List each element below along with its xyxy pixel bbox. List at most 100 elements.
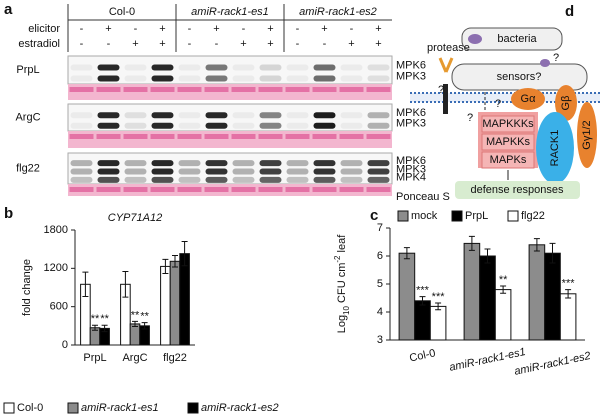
legend-swatch (67, 402, 79, 414)
label: ? (553, 52, 559, 64)
band (151, 168, 174, 175)
ponceau-image (68, 84, 392, 100)
band-label: MPK3 (396, 163, 426, 175)
legend-label: flg22 (521, 210, 545, 222)
blot-image (67, 55, 393, 85)
error-bar (419, 296, 426, 306)
error-bar (500, 285, 507, 294)
x-tick-label: Col-0 (408, 347, 436, 364)
ponceau-band (258, 187, 283, 192)
band (151, 160, 174, 167)
band (124, 168, 147, 175)
ponceau-band (204, 187, 229, 192)
band (178, 168, 201, 175)
band-label: MPK6 (396, 59, 426, 71)
panel-letter: c (370, 207, 378, 224)
row-label: flg22 (16, 162, 40, 174)
band (232, 122, 255, 129)
band (340, 112, 363, 119)
band (97, 176, 120, 183)
band (97, 64, 120, 71)
significance: ** (131, 309, 140, 321)
legend-label: amiR-rack1-es2 (201, 402, 279, 414)
band (97, 168, 120, 175)
band (340, 75, 363, 82)
band (286, 64, 309, 71)
band (286, 176, 309, 183)
error-bar (181, 241, 188, 267)
bar (479, 255, 496, 341)
panel-letter: a (4, 1, 13, 18)
bar (414, 300, 431, 341)
stain-label: Ponceau S (396, 191, 450, 203)
ponceau-band (258, 134, 283, 139)
y-tick-label: 1800 (44, 224, 68, 236)
significance: ** (499, 274, 508, 286)
treatment-sign: + (321, 23, 327, 35)
treatment-sign: - (134, 23, 138, 35)
legend-label: Col-0 (17, 402, 43, 414)
band (70, 112, 93, 119)
genotype-label: Col-0 (109, 6, 135, 18)
ponceau-band (285, 134, 310, 139)
band-label: MPK4 (396, 172, 426, 184)
band (259, 176, 282, 183)
treatment-sign: - (323, 38, 327, 50)
g-beta (555, 85, 577, 121)
band (178, 64, 201, 71)
error-bar (468, 235, 475, 251)
label: Gγ1/2 (581, 120, 593, 149)
error-bar (403, 247, 410, 260)
ponceau-band (204, 134, 229, 139)
band (205, 160, 228, 167)
band (151, 112, 174, 119)
chart-title: CYP71A12 (108, 212, 162, 224)
ponceau-band (312, 187, 337, 192)
ponceau-band (150, 134, 175, 139)
significance: *** (432, 291, 446, 303)
ponceau-band (204, 87, 229, 92)
g-alpha (511, 88, 545, 110)
band (340, 176, 363, 183)
cascade-box (481, 115, 535, 133)
ponceau-band (312, 134, 337, 139)
significance: ** (91, 313, 100, 325)
band-label: MPK6 (396, 107, 426, 119)
legend-swatch (451, 210, 463, 222)
band-label: MPK3 (396, 118, 426, 130)
band (124, 160, 147, 167)
legend-label: amiR-rack1-es1 (81, 402, 159, 414)
treatment-sign: + (132, 38, 138, 50)
rack1 (536, 112, 574, 184)
band (367, 160, 390, 167)
bar (160, 265, 171, 346)
label: sensors? (497, 71, 542, 83)
band (232, 168, 255, 175)
ponceau-band (366, 87, 391, 92)
treatment-sign: + (240, 38, 246, 50)
ponceau-image (68, 184, 392, 196)
y-tick-label: 600 (50, 301, 68, 313)
band (70, 176, 93, 183)
treatment-sign: + (159, 38, 165, 50)
x-tick-label: PrpL (83, 352, 106, 364)
bar (559, 293, 577, 341)
band (205, 75, 228, 82)
band (124, 122, 147, 129)
treatment-sign: + (105, 23, 111, 35)
ponceau-band (366, 134, 391, 139)
genotype-label: amiR-rack1-es1 (191, 6, 269, 18)
error-bar (101, 324, 108, 333)
band (124, 112, 147, 119)
significance: ** (140, 311, 149, 323)
band (340, 122, 363, 129)
treatment-label: elicitor (28, 23, 60, 35)
error-bar (172, 255, 178, 268)
band (205, 176, 228, 183)
label: ? (467, 112, 473, 124)
ponceau-band (231, 87, 256, 92)
label: ? (438, 84, 444, 96)
band (97, 160, 120, 167)
band (151, 75, 174, 82)
band (205, 112, 228, 119)
